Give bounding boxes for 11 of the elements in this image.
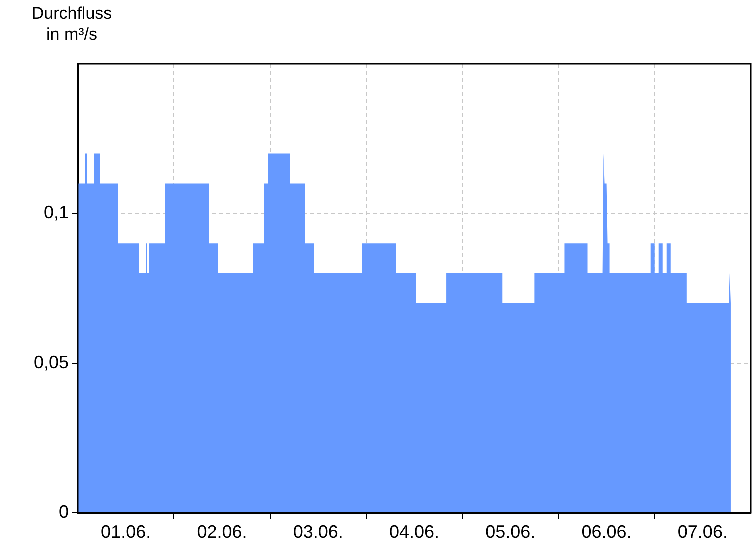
x-tick-label: 05.06. xyxy=(486,522,536,542)
x-tick-label: 01.06. xyxy=(101,522,152,542)
x-tick-label: 07.06. xyxy=(678,522,728,542)
y-tick-label: 0 xyxy=(58,502,69,522)
x-tick-label: 02.06. xyxy=(197,522,248,542)
x-tick-label: 03.06. xyxy=(293,522,344,542)
y-tick-label: 0,05 xyxy=(34,352,69,372)
x-tick-label: 04.06. xyxy=(389,522,440,542)
y-tick-label: 0,1 xyxy=(44,202,69,223)
x-tick-label: 06.06. xyxy=(582,522,632,542)
y-axis-title: Durchfluss in m³/s xyxy=(30,3,114,45)
